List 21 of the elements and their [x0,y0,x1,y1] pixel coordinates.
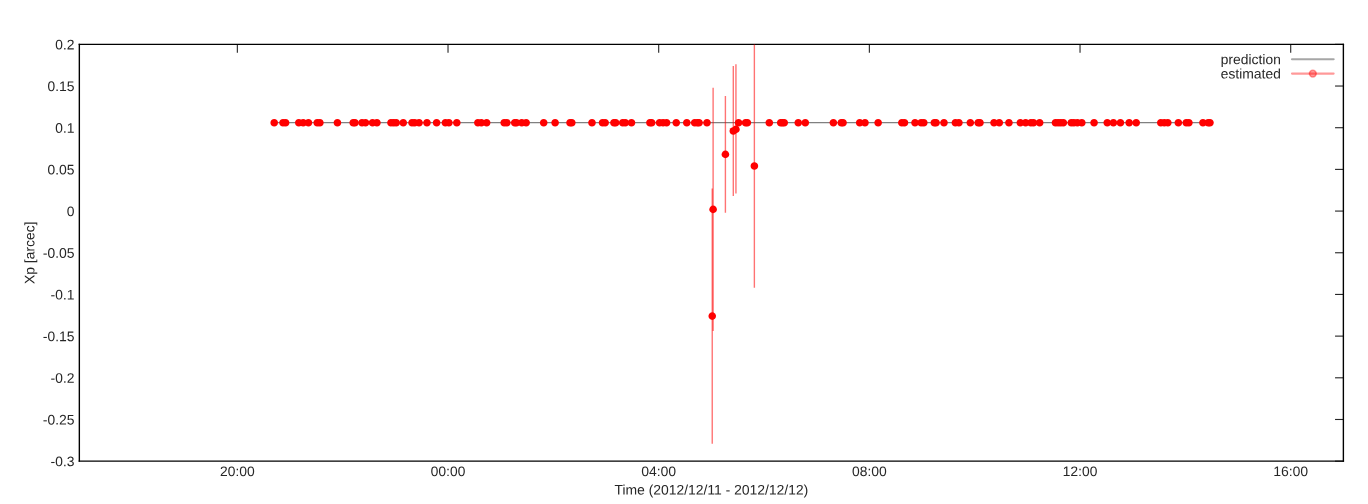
x-tick-label: 12:00 [1063,466,1097,477]
y-tick-label: -0.1 [51,289,74,300]
x-tick-label: 20:00 [220,466,255,477]
x-axis-title: Time (2012/12/11 - 2012/12/12) [614,484,808,498]
x-tick-label: 00:00 [431,466,465,477]
y-axis-title: Xp [arcec] [24,222,38,284]
y-tick-label: 0.1 [55,123,74,133]
x-tick-label: 16:00 [1274,466,1308,477]
y-tick-label: 0.15 [48,81,74,92]
y-tick-label: -0.2 [51,373,74,383]
legend-label: prediction [1221,54,1280,68]
legend-label: estimated [1221,68,1280,79]
y-tick-label: 0 [67,206,74,217]
y-tick-label: 0.2 [55,39,74,50]
y-tick-label: 0.05 [48,164,74,175]
y-tick-label: -0.15 [43,331,74,342]
x-tick-label: 08:00 [852,466,887,477]
y-tick-label: -0.3 [51,456,74,467]
x-tick-label: 04:00 [641,466,676,477]
y-tick-label: -0.05 [43,248,74,258]
y-tick-label: -0.25 [43,414,74,425]
